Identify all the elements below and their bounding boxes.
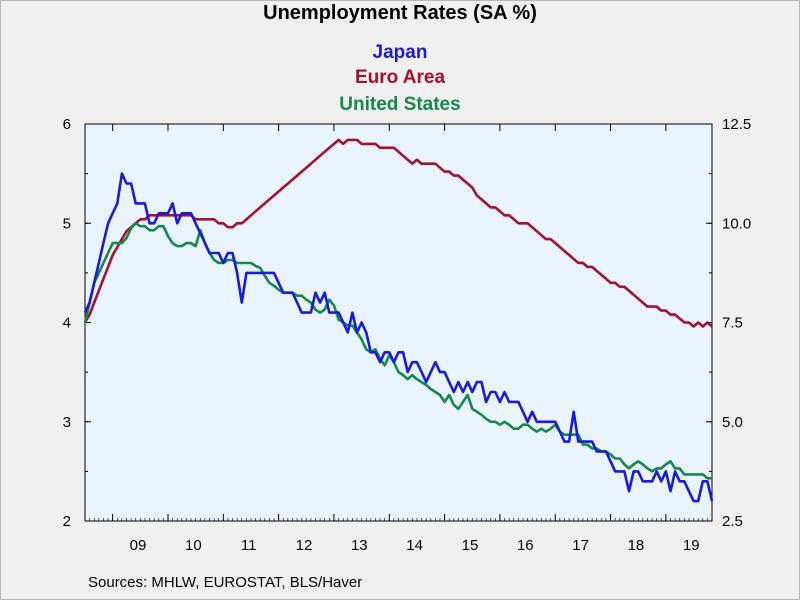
x-tick-label: 18	[628, 537, 645, 554]
series-layer	[83, 138, 714, 503]
x-tick-label: 16	[517, 537, 534, 554]
x-tick-label: 13	[351, 537, 368, 554]
chart-title: Unemployment Rates (SA %)	[263, 2, 537, 24]
x-tick-label: 10	[185, 537, 202, 554]
series-line-japan	[83, 172, 714, 503]
y-right-tick-label: 2.5	[722, 513, 743, 530]
x-tick-label: 19	[683, 537, 700, 554]
axes: 2 3 4 5 6 2.5 5.0 7.5 10.0 12.5 09 10 11 12 13 14 15 16 17…	[63, 116, 752, 554]
x-tick-label: 15	[462, 537, 479, 554]
x-tick-label: 14	[406, 537, 423, 554]
series-line-euro-area	[83, 138, 713, 328]
y-left-tick-label: 4	[63, 315, 71, 332]
legend-united-states: United States	[339, 94, 461, 115]
legend-japan: Japan	[372, 42, 428, 63]
y-left-tick-label: 5	[63, 215, 71, 232]
x-tick-label: 17	[572, 537, 589, 554]
y-left-tick-label: 2	[63, 513, 71, 530]
y-right-tick-label: 7.5	[722, 315, 743, 332]
plot-area	[84, 123, 713, 522]
y-right-tick-label: 10.0	[722, 215, 751, 232]
x-tick-label: 11	[241, 537, 257, 554]
source-note: Sources: MHLW, EUROSTAT, BLS/Haver	[88, 574, 363, 591]
y-right-tick-label: 12.5	[722, 116, 751, 133]
y-left-tick-label: 3	[63, 414, 71, 431]
x-tick-label: 12	[296, 537, 313, 554]
legend-euro-area: Euro Area	[354, 67, 446, 88]
y-right-tick-label: 5.0	[722, 414, 743, 431]
y-left-tick-label: 6	[63, 116, 71, 133]
x-tick-label: 09	[130, 537, 147, 554]
